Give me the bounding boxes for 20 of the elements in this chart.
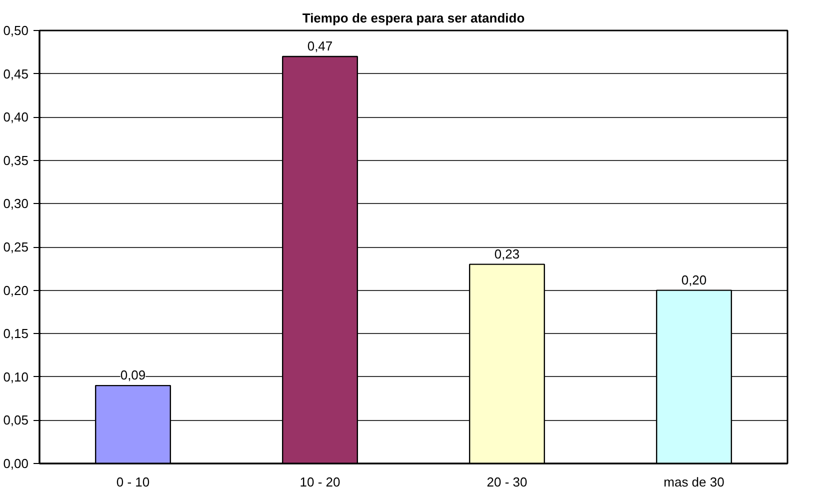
y-tick-label: 0,50 bbox=[3, 23, 29, 38]
y-tick-label: 0,45 bbox=[3, 66, 29, 82]
y-tick-label: 0,00 bbox=[3, 456, 29, 471]
data-label: 0,47 bbox=[307, 38, 333, 54]
chart-title: Tiempo de espera para ser atandido bbox=[302, 10, 525, 26]
y-tick-label: 0,10 bbox=[3, 369, 29, 384]
y-tick-label: 0,30 bbox=[3, 196, 29, 212]
x-tick-label: mas de 30 bbox=[664, 474, 724, 490]
data-label: 0,23 bbox=[494, 246, 520, 262]
x-tick-label: 20 - 30 bbox=[486, 474, 528, 490]
y-tick-label: 0,35 bbox=[3, 152, 29, 168]
y-tick-label: 0,25 bbox=[3, 240, 29, 254]
y-tick-label: 0,15 bbox=[3, 326, 29, 342]
x-tick-label: 10 - 20 bbox=[300, 474, 340, 490]
data-label: 0,20 bbox=[681, 272, 707, 288]
y-tick-label: 0,05 bbox=[3, 412, 29, 428]
data-label: 0,09 bbox=[120, 368, 146, 383]
x-tick-label: 0 - 10 bbox=[116, 474, 150, 490]
y-tick-label: 0,20 bbox=[3, 282, 29, 298]
y-tick-label: 0,40 bbox=[3, 110, 29, 125]
